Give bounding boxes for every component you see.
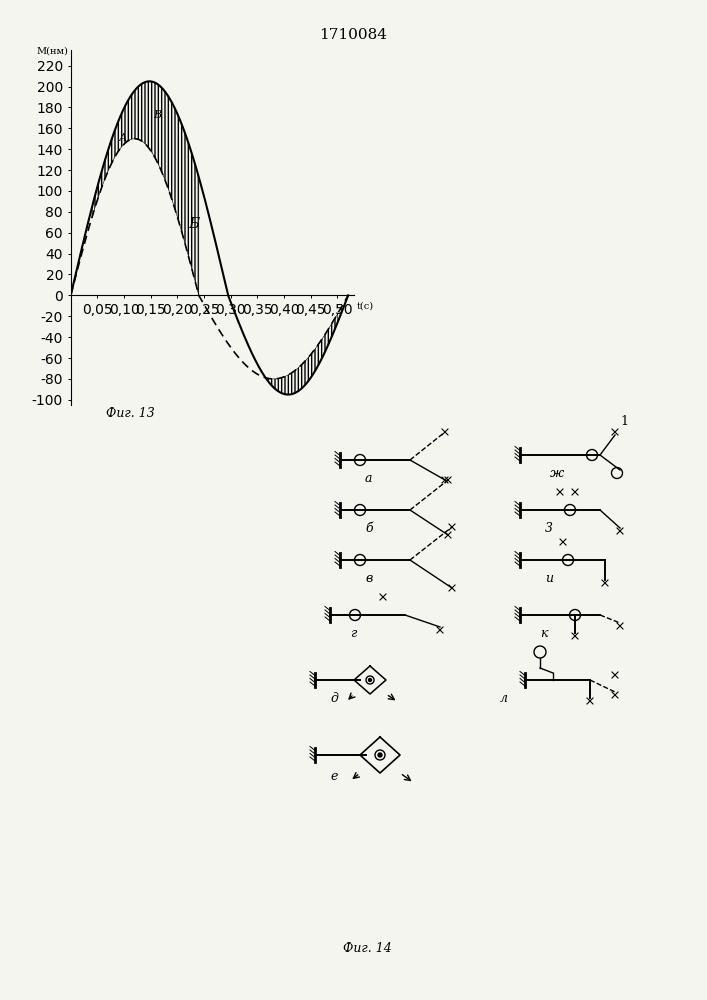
Text: А: А [119,133,127,143]
Circle shape [368,678,371,682]
Text: ж: ж [550,467,564,480]
Text: б: б [365,522,373,535]
Text: М(нм): М(нм) [36,46,68,55]
Circle shape [378,753,382,757]
Text: в: в [365,572,373,585]
Text: 1710084: 1710084 [320,28,387,42]
Text: t(с): t(с) [357,302,374,311]
Text: В: В [153,110,161,120]
Text: г: г [350,627,356,640]
Text: к: к [540,627,547,640]
Text: д: д [330,692,338,705]
Text: л: л [500,692,508,705]
Text: е: е [330,770,337,783]
Text: и: и [545,572,553,585]
Text: Фиг. 13: Фиг. 13 [107,407,155,420]
Text: а: а [365,472,373,485]
Text: 1: 1 [620,415,628,428]
Text: 3: 3 [545,522,553,535]
Text: Б: Б [188,217,199,231]
Text: Фиг. 14: Фиг. 14 [344,942,392,955]
